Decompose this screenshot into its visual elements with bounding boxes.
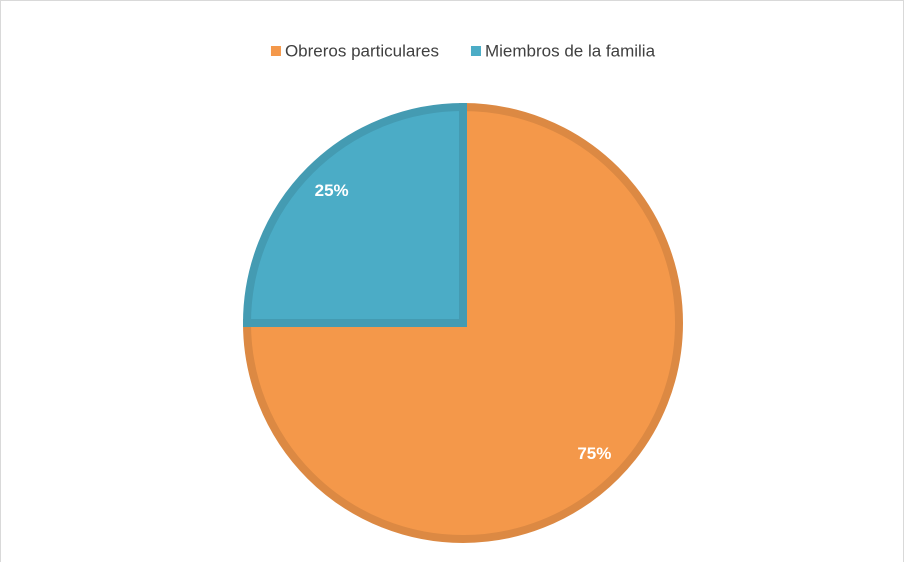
slice-edge bbox=[242, 102, 467, 327]
legend-swatch bbox=[270, 46, 281, 56]
value-label: 75% bbox=[577, 444, 611, 463]
legend-swatch bbox=[470, 46, 481, 56]
value-label: 25% bbox=[315, 181, 349, 200]
pie-slice bbox=[247, 107, 463, 323]
slice-edge bbox=[242, 102, 683, 543]
legend-label: Obreros particulares bbox=[285, 41, 439, 60]
legend-label: Miembros de la familia bbox=[485, 41, 656, 60]
